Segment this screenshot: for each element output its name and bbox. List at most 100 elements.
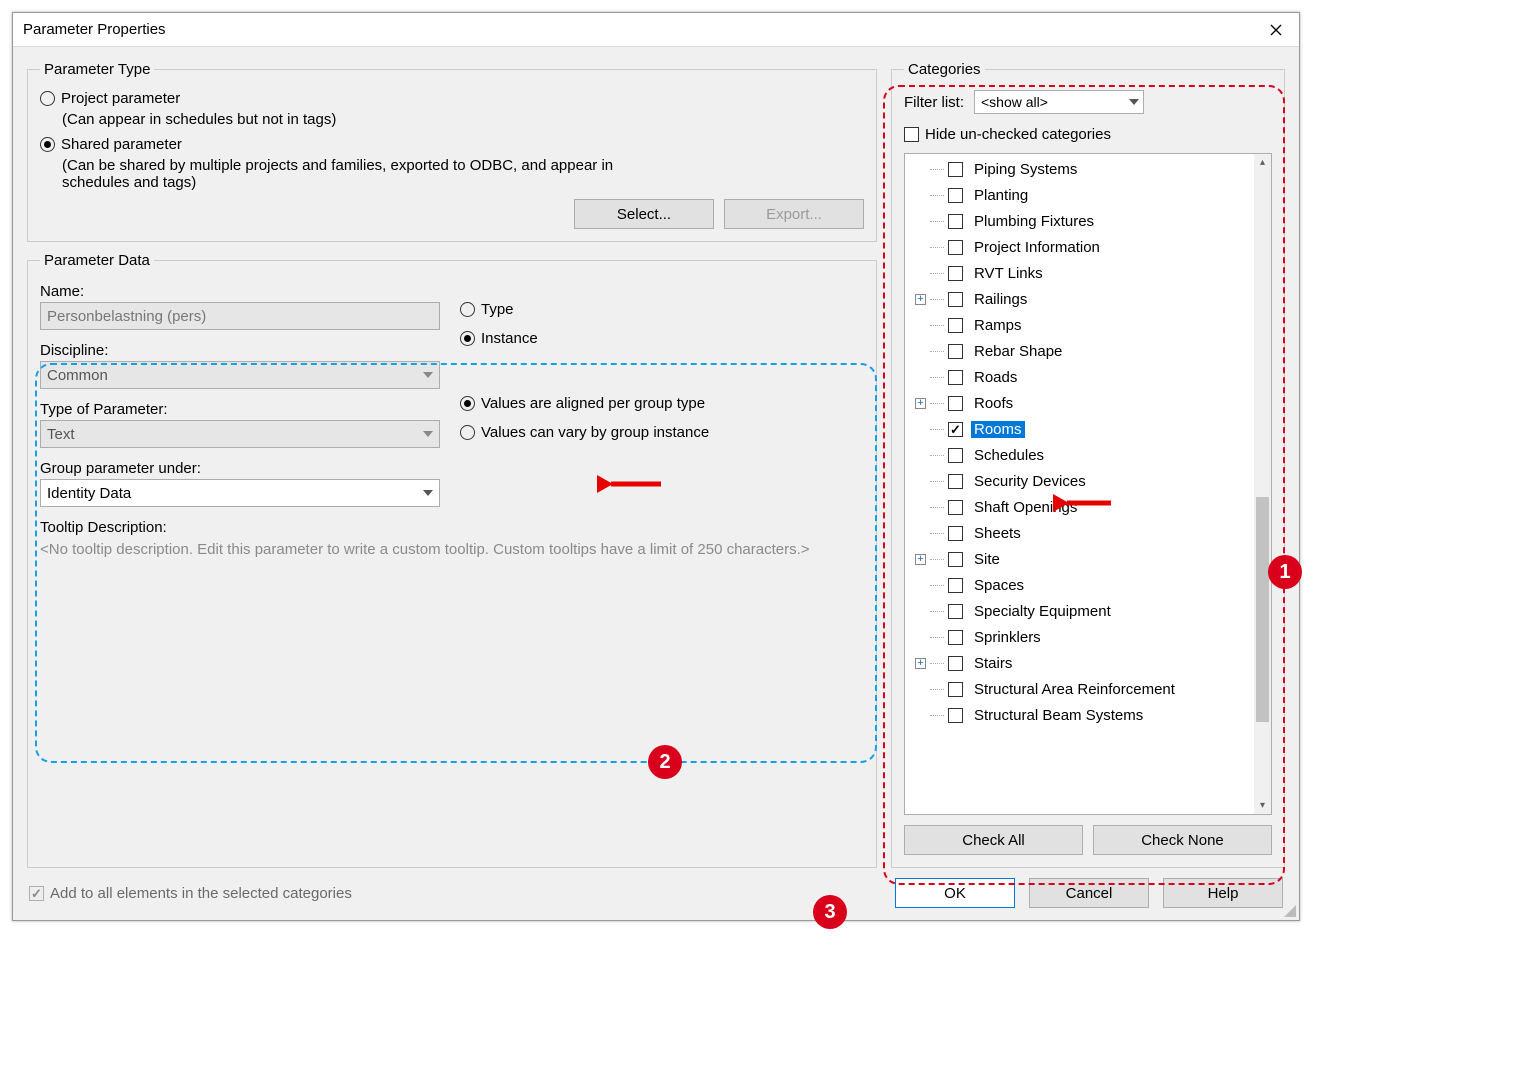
filter-list-label: Filter list: — [904, 94, 964, 111]
checkbox-icon[interactable] — [948, 292, 963, 307]
check-all-button[interactable]: Check All — [904, 825, 1083, 855]
tree-item-label: Specialty Equipment — [971, 603, 1114, 620]
checkbox-icon[interactable] — [948, 188, 963, 203]
tree-item-label: Roads — [971, 369, 1020, 386]
dialog-window: Parameter Properties Parameter Type Proj… — [12, 12, 1300, 921]
checkbox-icon[interactable] — [948, 630, 963, 645]
hide-unchecked-checkbox[interactable]: Hide un-checked categories — [904, 126, 1272, 143]
tree-item[interactable]: Rebar Shape — [905, 338, 1254, 364]
checkbox-icon[interactable] — [948, 526, 963, 541]
tree-item[interactable]: Schedules — [905, 442, 1254, 468]
scroll-down-icon[interactable]: ▾ — [1254, 797, 1271, 814]
checkbox-icon[interactable] — [948, 370, 963, 385]
checkbox-icon[interactable] — [948, 162, 963, 177]
checkbox-icon[interactable] — [948, 318, 963, 333]
checkbox-icon[interactable] — [948, 422, 963, 437]
discipline-label: Discipline: — [40, 342, 440, 359]
name-value: Personbelastning (pers) — [47, 308, 206, 325]
checkbox-icon[interactable] — [948, 578, 963, 593]
checkbox-icon[interactable] — [948, 552, 963, 567]
select-button[interactable]: Select... — [574, 199, 714, 229]
parameter-type-group: Parameter Type Project parameter (Can ap… — [27, 61, 877, 242]
tree-item[interactable]: Project Information — [905, 234, 1254, 260]
chevron-down-icon — [1129, 99, 1139, 105]
checkbox-icon[interactable] — [948, 474, 963, 489]
tree-scrollbar[interactable]: ▴ ▾ — [1254, 154, 1271, 814]
resize-grip[interactable] — [1284, 905, 1296, 917]
checkbox-icon[interactable] — [948, 240, 963, 255]
tree-item[interactable]: Roads — [905, 364, 1254, 390]
checkbox-icon[interactable] — [948, 500, 963, 515]
scroll-thumb[interactable] — [1256, 497, 1269, 722]
tree-item[interactable]: Planting — [905, 182, 1254, 208]
checkbox-icon[interactable] — [948, 214, 963, 229]
export-button[interactable]: Export... — [724, 199, 864, 229]
shared-parameter-label: Shared parameter — [61, 136, 182, 153]
type-of-parameter-select[interactable]: Text — [40, 420, 440, 448]
checkbox-icon[interactable] — [948, 682, 963, 697]
tree-item[interactable]: Sheets — [905, 520, 1254, 546]
scroll-up-icon[interactable]: ▴ — [1254, 154, 1271, 171]
add-to-all-checkbox: Add to all elements in the selected cate… — [29, 885, 352, 902]
expander-icon[interactable]: + — [915, 294, 926, 305]
categories-tree: Piping Systems PlantingPlumbing FixturesP… — [904, 153, 1272, 815]
radio-icon — [40, 91, 55, 106]
tree-item[interactable]: +Roofs — [905, 390, 1254, 416]
tree-item[interactable]: + Railings — [905, 286, 1254, 312]
tree-item[interactable]: +Stairs — [905, 650, 1254, 676]
checkbox-icon — [29, 886, 44, 901]
tree-item[interactable]: Rooms — [905, 416, 1254, 442]
checkbox-icon[interactable] — [948, 266, 963, 281]
expander-icon[interactable]: + — [915, 398, 926, 409]
tree-item[interactable]: Shaft Openings — [905, 494, 1254, 520]
project-parameter-label: Project parameter — [61, 90, 180, 107]
checkbox-icon[interactable] — [948, 396, 963, 411]
tree-item[interactable]: Ramps — [905, 312, 1254, 338]
project-parameter-radio[interactable]: Project parameter — [40, 90, 864, 107]
tree-item-label: Schedules — [971, 447, 1047, 464]
group-under-select[interactable]: Identity Data — [40, 479, 440, 507]
values-vary-label: Values can vary by group instance — [481, 424, 709, 441]
type-radio[interactable]: Type — [460, 301, 864, 318]
tree-item[interactable]: +Site — [905, 546, 1254, 572]
parameter-data-legend: Parameter Data — [40, 252, 154, 269]
tree-item[interactable]: Specialty Equipment — [905, 598, 1254, 624]
group-under-label: Group parameter under: — [40, 460, 440, 477]
shared-parameter-radio[interactable]: Shared parameter — [40, 136, 864, 153]
checkbox-icon[interactable] — [948, 604, 963, 619]
discipline-select[interactable]: Common — [40, 361, 440, 389]
instance-radio[interactable]: Instance — [460, 330, 864, 347]
scroll-track[interactable] — [1254, 171, 1271, 797]
filter-list-select[interactable]: <show all> — [974, 90, 1144, 114]
expander-icon[interactable]: + — [915, 554, 926, 565]
tree-item[interactable]: Piping Systems — [905, 156, 1254, 182]
tree-item-label: Piping Systems — [971, 161, 1080, 178]
radio-icon — [460, 425, 475, 440]
tree-item[interactable]: RVT Links — [905, 260, 1254, 286]
checkbox-icon[interactable] — [948, 656, 963, 671]
discipline-value: Common — [47, 367, 108, 384]
tree-item[interactable]: Sprinklers — [905, 624, 1254, 650]
ok-button[interactable]: OK — [895, 878, 1015, 908]
close-icon — [1270, 24, 1282, 36]
tree-item-label: Railings — [971, 291, 1030, 308]
values-aligned-radio[interactable]: Values are aligned per group type — [460, 395, 864, 412]
chevron-down-icon — [423, 490, 433, 496]
close-button[interactable] — [1253, 13, 1299, 47]
tree-item[interactable]: Spaces — [905, 572, 1254, 598]
checkbox-icon[interactable] — [948, 708, 963, 723]
tree-item[interactable]: Structural Beam Systems — [905, 702, 1254, 728]
expander-icon[interactable]: + — [915, 658, 926, 669]
radio-icon — [40, 137, 55, 152]
tree-item[interactable]: Security Devices — [905, 468, 1254, 494]
tree-item[interactable]: Structural Area Reinforcement — [905, 676, 1254, 702]
tooltip-desc-label: Tooltip Description: — [40, 519, 440, 536]
values-vary-radio[interactable]: Values can vary by group instance — [460, 424, 864, 441]
checkbox-icon[interactable] — [948, 344, 963, 359]
name-input[interactable]: Personbelastning (pers) — [40, 302, 440, 330]
cancel-button[interactable]: Cancel — [1029, 878, 1149, 908]
check-none-button[interactable]: Check None — [1093, 825, 1272, 855]
checkbox-icon[interactable] — [948, 448, 963, 463]
help-button[interactable]: Help — [1163, 878, 1283, 908]
tree-item[interactable]: Plumbing Fixtures — [905, 208, 1254, 234]
